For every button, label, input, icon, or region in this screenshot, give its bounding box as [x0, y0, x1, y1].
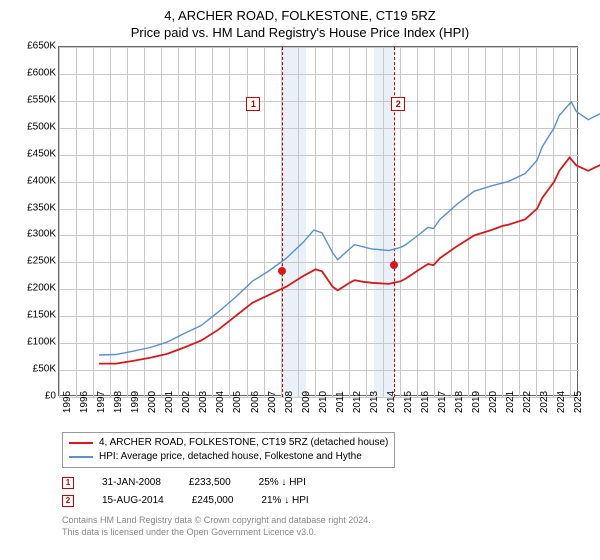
- sale-diff-1: 25% ↓ HPI: [259, 474, 306, 492]
- sale-price-1: £233,500: [189, 474, 231, 492]
- x-axis-label: 2005: [232, 391, 243, 413]
- legend-label-hpi: HPI: Average price, detached house, Folk…: [99, 450, 362, 464]
- y-axis-label: £450K: [18, 148, 56, 159]
- x-axis-label: 2020: [488, 391, 499, 413]
- x-axis-label: 2024: [556, 391, 567, 413]
- x-axis-label: 2000: [147, 391, 158, 413]
- x-axis-label: 2007: [267, 391, 278, 413]
- x-axis-label: 2003: [198, 391, 209, 413]
- y-axis-label: £200K: [18, 283, 56, 294]
- x-axis-label: 2013: [369, 391, 380, 413]
- x-axis-label: 2015: [403, 391, 414, 413]
- x-axis-label: 2001: [164, 391, 175, 413]
- sales-row-1: 1 31-JAN-2008 £233,500 25% ↓ HPI: [62, 474, 588, 492]
- y-axis-label: £500K: [18, 121, 56, 132]
- y-axis-label: £150K: [18, 310, 56, 321]
- sale-diff-2: 21% ↓ HPI: [261, 492, 308, 510]
- x-axis-label: 2009: [301, 391, 312, 413]
- x-axis-label: 2023: [539, 391, 550, 413]
- y-axis-label: £50K: [18, 364, 56, 375]
- grid-v: [59, 47, 60, 397]
- x-axis-label: 2022: [522, 391, 533, 413]
- y-axis-label: £600K: [18, 67, 56, 78]
- y-axis-label: £0: [18, 391, 56, 402]
- legend-label-property: 4, ARCHER ROAD, FOLKESTONE, CT19 5RZ (de…: [99, 436, 388, 450]
- property-line: [99, 157, 600, 363]
- x-axis-label: 2011: [335, 391, 346, 413]
- x-axis-label: 2025: [573, 391, 584, 413]
- legend: 4, ARCHER ROAD, FOLKESTONE, CT19 5RZ (de…: [62, 432, 395, 468]
- x-axis-label: 2012: [352, 391, 363, 413]
- sale-marker-label-1: 1: [246, 97, 260, 111]
- sale-marker-small-1: 1: [62, 477, 74, 489]
- legend-swatch-property: [69, 442, 93, 444]
- y-axis-label: £400K: [18, 175, 56, 186]
- chart-area: 1 2 £0 £50K £100K £150K £200K £250K £300K £350K…: [18, 46, 578, 426]
- x-axis-label: 1998: [113, 391, 124, 413]
- y-axis-label: £300K: [18, 229, 56, 240]
- footer-line-1: Contains HM Land Registry data © Crown c…: [62, 514, 588, 526]
- x-axis-label: 2002: [181, 391, 192, 413]
- x-axis-label: 2008: [284, 391, 295, 413]
- y-axis-label: £250K: [18, 256, 56, 267]
- x-axis-label: 2017: [437, 391, 448, 413]
- hpi-line: [99, 102, 600, 355]
- x-axis-label: 2018: [454, 391, 465, 413]
- footer-line-2: This data is licensed under the Open Gov…: [62, 526, 588, 538]
- title-subtitle: Price paid vs. HM Land Registry's House …: [12, 25, 588, 40]
- legend-swatch-hpi: [69, 456, 93, 458]
- footer: Contains HM Land Registry data © Crown c…: [62, 514, 588, 538]
- x-axis-label: 2016: [420, 391, 431, 413]
- sale-marker-small-2: 2: [62, 495, 74, 507]
- legend-row-hpi: HPI: Average price, detached house, Folk…: [69, 450, 388, 464]
- chart-container: 4, ARCHER ROAD, FOLKESTONE, CT19 5RZ Pri…: [0, 0, 600, 560]
- x-axis-label: 1996: [79, 391, 90, 413]
- title-address: 4, ARCHER ROAD, FOLKESTONE, CT19 5RZ: [12, 8, 588, 23]
- sale-date-2: 15-AUG-2014: [102, 492, 164, 510]
- title-block: 4, ARCHER ROAD, FOLKESTONE, CT19 5RZ Pri…: [12, 8, 588, 40]
- grid-v: [93, 47, 94, 397]
- x-axis-label: 2006: [250, 391, 261, 413]
- x-axis-label: 2004: [215, 391, 226, 413]
- x-axis-label: 2019: [471, 391, 482, 413]
- x-axis-label: 1995: [62, 391, 73, 413]
- x-axis-label: 1999: [130, 391, 141, 413]
- line-series-svg: [99, 47, 600, 397]
- y-axis-label: £350K: [18, 202, 56, 213]
- sale-dot-1: [278, 267, 286, 275]
- sale-date-1: 31-JAN-2008: [102, 474, 161, 492]
- x-axis-label: 1997: [96, 391, 107, 413]
- sales-row-2: 2 15-AUG-2014 £245,000 21% ↓ HPI: [62, 492, 588, 510]
- x-axis-label: 2014: [386, 391, 397, 413]
- y-axis-label: £100K: [18, 337, 56, 348]
- sale-price-2: £245,000: [192, 492, 234, 510]
- x-axis-label: 2010: [318, 391, 329, 413]
- legend-row-property: 4, ARCHER ROAD, FOLKESTONE, CT19 5RZ (de…: [69, 436, 388, 450]
- x-axis-label: 2021: [505, 391, 516, 413]
- sale-marker-label-2: 2: [391, 97, 405, 111]
- plot-background: 1 2: [58, 46, 578, 396]
- sales-table: 1 31-JAN-2008 £233,500 25% ↓ HPI 2 15-AU…: [62, 474, 588, 510]
- y-axis-label: £550K: [18, 94, 56, 105]
- y-axis-label: £650K: [18, 41, 56, 52]
- grid-v: [76, 47, 77, 397]
- sale-dot-2: [390, 261, 398, 269]
